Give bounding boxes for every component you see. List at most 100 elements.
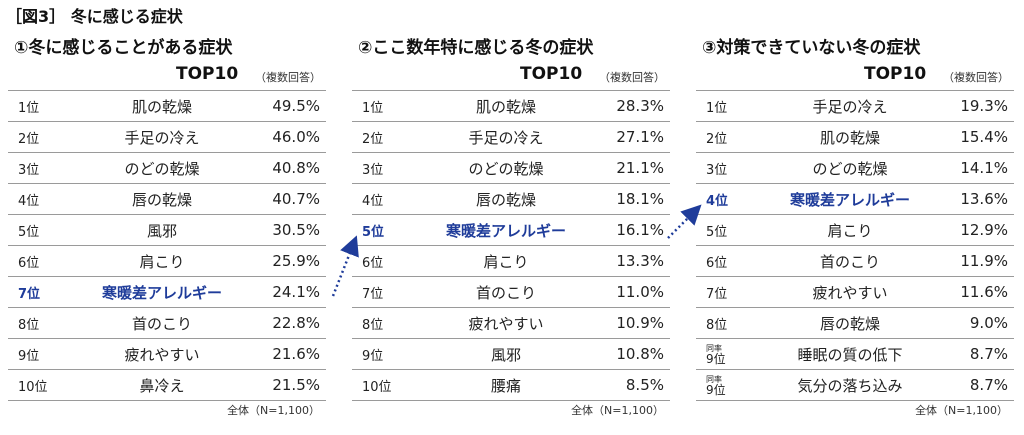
tie-label: 同率 xyxy=(706,343,722,353)
symptom-label: 肌の乾燥 xyxy=(76,90,248,122)
ranking-table: 1位 肌の乾燥 28.3% 2位 手足の冷え 27.1% 3位 のどの乾燥 21.1% 4位 唇の乾… xyxy=(352,90,670,401)
percent-label: 22.8% xyxy=(248,307,326,339)
table-row: 1位 肌の乾燥 28.3% xyxy=(352,90,670,122)
table-row: 2位 肌の乾燥 15.4% xyxy=(696,121,1014,153)
symptom-label: 気分の落ち込み xyxy=(764,369,936,401)
rank-label: 7位 xyxy=(362,286,384,302)
rank-cell: 8位 xyxy=(8,307,76,339)
symptom-label: 手足の冷え xyxy=(764,90,936,122)
rank-cell: 7位 xyxy=(8,276,76,308)
percent-label: 11.9% xyxy=(936,245,1014,277)
table-row: 8位 首のこり 22.8% xyxy=(8,307,326,339)
rank-cell: 同率 9位 xyxy=(696,369,764,401)
sample-note: 全体（N=1,100） xyxy=(227,404,320,417)
percent-label: 8.5% xyxy=(592,369,670,401)
percent-label: 49.5% xyxy=(248,90,326,122)
rank-cell: 2位 xyxy=(696,121,764,153)
table-row: 3位 のどの乾燥 21.1% xyxy=(352,152,670,184)
table-row: 5位 風邪 30.5% xyxy=(8,214,326,246)
sample-note: 全体（N=1,100） xyxy=(571,404,664,417)
rank-cell: 同率 9位 xyxy=(696,338,764,370)
rank-cell: 4位 xyxy=(352,183,420,215)
multi-answer-label: （複数回答） xyxy=(255,71,321,84)
rank-label: 4位 xyxy=(18,193,40,209)
ranking-table: 1位 肌の乾燥 49.5% 2位 手足の冷え 46.0% 3位 のどの乾燥 40.8% 4位 唇の乾… xyxy=(8,90,326,401)
rank-cell: 7位 xyxy=(352,276,420,308)
symptom-label: 風邪 xyxy=(76,214,248,246)
top-header: TOP10 （複数回答） xyxy=(8,60,326,90)
percent-label: 21.6% xyxy=(248,338,326,370)
multi-answer-label: （複数回答） xyxy=(943,71,1009,84)
symptom-label: 肩こり xyxy=(764,214,936,246)
rank-label: 8位 xyxy=(362,317,384,333)
percent-label: 10.8% xyxy=(592,338,670,370)
figure-title: ［図3］ 冬に感じる症状 xyxy=(6,7,183,26)
top-header: TOP10 （複数回答） xyxy=(696,60,1014,90)
percent-label: 28.3% xyxy=(592,90,670,122)
table-row: 4位 寒暖差アレルギー 13.6% xyxy=(696,183,1014,215)
table-row: 同率 9位 気分の落ち込み 8.7% xyxy=(696,369,1014,401)
table-row: 8位 唇の乾燥 9.0% xyxy=(696,307,1014,339)
percent-label: 13.6% xyxy=(936,183,1014,215)
rank-label: 5位 xyxy=(362,224,385,240)
symptom-label: 首のこり xyxy=(764,245,936,277)
panel-title: ①冬に感じることがある症状 xyxy=(14,38,233,58)
rank-label: 9位 xyxy=(362,348,384,364)
top-label: TOP10 xyxy=(864,64,927,84)
rank-label: 7位 xyxy=(18,286,41,302)
symptom-label: 鼻冷え xyxy=(76,369,248,401)
table-row: 2位 手足の冷え 46.0% xyxy=(8,121,326,153)
symptom-label: 腰痛 xyxy=(420,369,592,401)
arrow-line-2 xyxy=(667,204,702,239)
percent-label: 27.1% xyxy=(592,121,670,153)
table-row: 7位 疲れやすい 11.6% xyxy=(696,276,1014,308)
symptom-label: 寒暖差アレルギー xyxy=(764,183,936,215)
rank-cell: 2位 xyxy=(8,121,76,153)
symptom-label: 手足の冷え xyxy=(76,121,248,153)
percent-label: 8.7% xyxy=(936,369,1014,401)
symptom-label: のどの乾燥 xyxy=(420,152,592,184)
symptom-label: 手足の冷え xyxy=(420,121,592,153)
panel-2: ②ここ数年特に感じる冬の症状 TOP10 （複数回答） 1位 肌の乾燥 28.3% 2… xyxy=(352,36,670,418)
symptom-label: 唇の乾燥 xyxy=(764,307,936,339)
percent-label: 40.7% xyxy=(248,183,326,215)
rank-cell: 6位 xyxy=(8,245,76,277)
rank-cell: 7位 xyxy=(696,276,764,308)
table-row: 7位 寒暖差アレルギー 24.1% xyxy=(8,276,326,308)
rank-label: 4位 xyxy=(362,193,384,209)
rank-label: 2位 xyxy=(362,131,384,147)
table-row: 1位 肌の乾燥 49.5% xyxy=(8,90,326,122)
table-row: 6位 肩こり 13.3% xyxy=(352,245,670,277)
percent-label: 10.9% xyxy=(592,307,670,339)
rank-label: 8位 xyxy=(18,317,40,333)
rank-cell: 10位 xyxy=(8,369,76,401)
rank-label: 8位 xyxy=(706,317,728,333)
percent-label: 9.0% xyxy=(936,307,1014,339)
symptom-label: 寒暖差アレルギー xyxy=(76,276,248,308)
table-row: 1位 手足の冷え 19.3% xyxy=(696,90,1014,122)
symptom-label: 疲れやすい xyxy=(76,338,248,370)
percent-label: 24.1% xyxy=(248,276,326,308)
multi-answer-label: （複数回答） xyxy=(599,71,665,84)
rank-label: 5位 xyxy=(18,224,40,240)
rank-cell: 5位 xyxy=(8,214,76,246)
table-row: 5位 寒暖差アレルギー 16.1% xyxy=(352,214,670,246)
table-row: 4位 唇の乾燥 40.7% xyxy=(8,183,326,215)
percent-label: 11.6% xyxy=(936,276,1014,308)
top-label: TOP10 xyxy=(176,64,239,84)
percent-label: 19.3% xyxy=(936,90,1014,122)
symptom-label: 肩こり xyxy=(76,245,248,277)
rank-cell: 10位 xyxy=(352,369,420,401)
symptom-label: のどの乾燥 xyxy=(764,152,936,184)
rank-label: 5位 xyxy=(706,224,728,240)
symptom-label: 肌の乾燥 xyxy=(764,121,936,153)
table-row: 2位 手足の冷え 27.1% xyxy=(352,121,670,153)
table-row: 6位 肩こり 25.9% xyxy=(8,245,326,277)
rank-cell: 3位 xyxy=(8,152,76,184)
table-row: 9位 風邪 10.8% xyxy=(352,338,670,370)
table-row: 10位 鼻冷え 21.5% xyxy=(8,369,326,401)
percent-label: 46.0% xyxy=(248,121,326,153)
rank-label: 9位 xyxy=(18,348,40,364)
table-row: 7位 首のこり 11.0% xyxy=(352,276,670,308)
